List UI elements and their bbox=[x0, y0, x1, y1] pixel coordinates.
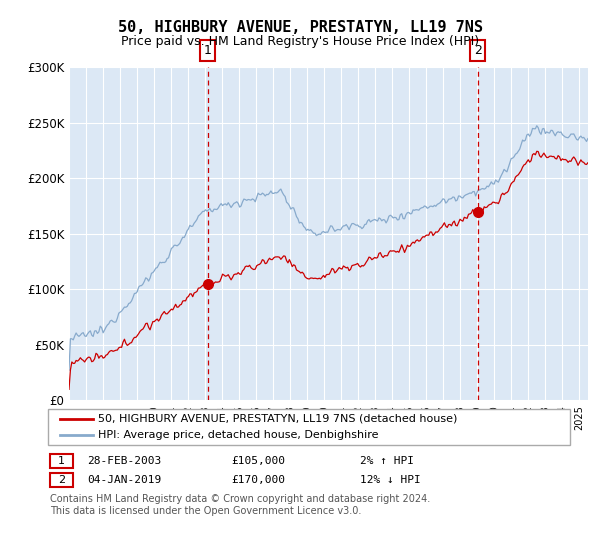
Text: £105,000: £105,000 bbox=[231, 456, 285, 466]
Text: 50, HIGHBURY AVENUE, PRESTATYN, LL19 7NS: 50, HIGHBURY AVENUE, PRESTATYN, LL19 7NS bbox=[118, 20, 482, 35]
Text: HPI: Average price, detached house, Denbighshire: HPI: Average price, detached house, Denb… bbox=[98, 431, 379, 440]
Text: £170,000: £170,000 bbox=[231, 475, 285, 485]
Text: 1: 1 bbox=[58, 456, 65, 466]
Text: Contains HM Land Registry data © Crown copyright and database right 2024.
This d: Contains HM Land Registry data © Crown c… bbox=[50, 494, 430, 516]
Text: 2% ↑ HPI: 2% ↑ HPI bbox=[360, 456, 414, 466]
Text: 04-JAN-2019: 04-JAN-2019 bbox=[87, 475, 161, 485]
Text: 28-FEB-2003: 28-FEB-2003 bbox=[87, 456, 161, 466]
Text: Price paid vs. HM Land Registry's House Price Index (HPI): Price paid vs. HM Land Registry's House … bbox=[121, 35, 479, 48]
Text: 2: 2 bbox=[58, 475, 65, 485]
Text: 2: 2 bbox=[474, 44, 482, 57]
Text: 12% ↓ HPI: 12% ↓ HPI bbox=[360, 475, 421, 485]
Text: 1: 1 bbox=[204, 44, 212, 57]
Text: 50, HIGHBURY AVENUE, PRESTATYN, LL19 7NS (detached house): 50, HIGHBURY AVENUE, PRESTATYN, LL19 7NS… bbox=[98, 414, 457, 423]
